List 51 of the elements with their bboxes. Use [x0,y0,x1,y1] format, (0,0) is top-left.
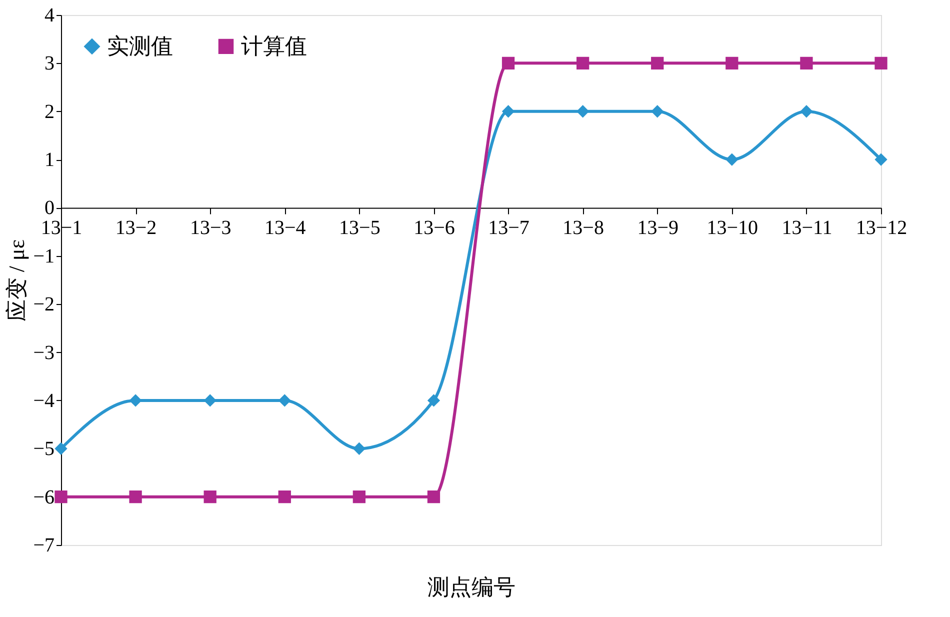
y-tick-label: −1 [33,245,54,268]
point [352,490,366,504]
x-tick-label: 13−6 [414,217,455,240]
x-tick-label: 13−4 [264,217,306,240]
point [651,105,664,118]
point [427,490,440,504]
point [800,56,813,70]
y-tick-label: 0 [44,197,54,220]
y-tick-label: −6 [33,486,54,508]
point [352,442,366,455]
x-tick-label: 13−11 [782,217,832,240]
point [54,442,68,455]
point [726,153,738,166]
x-tick-label: 13−8 [562,217,604,240]
y-tick-label: 3 [44,52,54,75]
point [726,56,738,70]
point [427,394,440,407]
point [278,394,291,407]
point [129,490,142,504]
legend-label: 计算值 [241,33,307,58]
point [874,153,888,166]
point [204,490,216,504]
point [54,490,68,504]
x-tick-label: 13−12 [856,217,908,240]
point [576,56,590,70]
x-tick-label: 13−2 [115,217,157,240]
point [502,105,515,118]
x-tick-label: 13−10 [706,217,758,240]
y-tick-label: 2 [44,100,54,123]
point [576,105,590,118]
y-tick-label: −2 [33,294,54,316]
point [874,56,888,70]
y-tick-label: −5 [33,438,54,460]
y-axis-title: 应变 / με [4,239,30,322]
y-tick-label: 4 [44,4,54,26]
point [502,56,515,70]
point [800,105,813,118]
y-tick-label: −7 [33,534,54,556]
point [129,394,142,407]
x-tick-label: 13−7 [488,217,530,240]
x-tick-label: 13−3 [190,217,232,240]
y-tick-label: −4 [33,390,54,412]
y-tick-label: −3 [33,342,54,364]
x-axis-title: 测点编号 [428,574,516,600]
legend-label: 实测值 [107,33,173,58]
y-tick-label: 1 [44,149,54,172]
x-tick-label: 13−9 [637,217,679,240]
point [204,394,216,407]
x-tick-label: 13−5 [339,217,380,240]
point [278,490,291,504]
point [651,56,664,70]
